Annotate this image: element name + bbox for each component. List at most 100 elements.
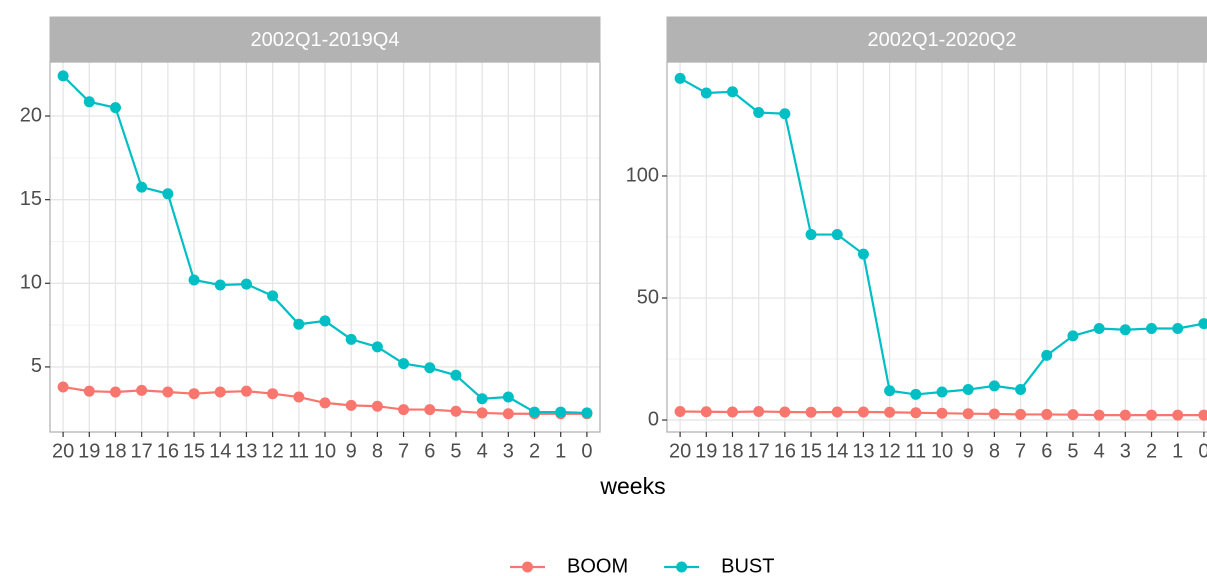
data-point bbox=[57, 381, 69, 393]
x-tick-label: 4 bbox=[1094, 440, 1105, 462]
x-tick-label: 9 bbox=[963, 440, 974, 462]
x-tick-label: 10 bbox=[931, 440, 953, 462]
data-point bbox=[529, 406, 541, 418]
data-point bbox=[884, 406, 896, 418]
data-point bbox=[1198, 318, 1207, 330]
x-axis-label: weeks bbox=[599, 473, 665, 499]
data-point bbox=[857, 248, 869, 260]
data-point bbox=[936, 407, 948, 419]
x-tick-label: 1 bbox=[555, 440, 566, 462]
y-tick-label: 100 bbox=[626, 164, 659, 186]
x-tick-label: 20 bbox=[669, 440, 691, 462]
x-tick-label: 10 bbox=[314, 440, 336, 462]
data-point bbox=[371, 341, 383, 353]
x-tick-label: 5 bbox=[450, 440, 461, 462]
data-point bbox=[188, 274, 200, 286]
x-tick-label: 16 bbox=[157, 440, 179, 462]
x-tick-label: 20 bbox=[52, 440, 74, 462]
x-tick-label: 13 bbox=[852, 440, 874, 462]
data-point bbox=[188, 388, 200, 400]
x-tick-label: 12 bbox=[261, 440, 283, 462]
data-point bbox=[857, 406, 869, 418]
x-tick-label: 5 bbox=[1067, 440, 1078, 462]
data-point bbox=[424, 404, 436, 416]
data-point bbox=[700, 406, 712, 418]
x-tick-label: 15 bbox=[183, 440, 205, 462]
data-point bbox=[1067, 330, 1079, 342]
data-point bbox=[345, 333, 357, 345]
data-point bbox=[450, 405, 462, 417]
x-tick-label: 7 bbox=[1015, 440, 1026, 462]
x-tick-label: 2 bbox=[1146, 440, 1157, 462]
y-tick-label: 15 bbox=[20, 188, 42, 210]
x-tick-label: 12 bbox=[878, 440, 900, 462]
data-point bbox=[319, 397, 331, 409]
x-tick-label: 0 bbox=[581, 440, 592, 462]
data-point bbox=[555, 406, 567, 418]
strip-title: 2002Q1-2020Q2 bbox=[867, 29, 1016, 51]
data-point bbox=[136, 384, 148, 396]
x-tick-label: 19 bbox=[78, 440, 100, 462]
data-point bbox=[319, 315, 331, 327]
data-point bbox=[162, 386, 174, 398]
x-tick-label: 3 bbox=[1120, 440, 1131, 462]
data-point bbox=[779, 108, 791, 120]
x-tick-label: 6 bbox=[424, 440, 435, 462]
x-tick-label: 14 bbox=[826, 440, 848, 462]
x-tick-label: 1 bbox=[1172, 440, 1183, 462]
data-point bbox=[398, 404, 410, 416]
x-tick-label: 17 bbox=[748, 440, 770, 462]
data-point bbox=[726, 406, 738, 418]
data-point bbox=[962, 384, 974, 396]
data-point bbox=[83, 96, 95, 108]
data-point bbox=[1015, 384, 1027, 396]
x-tick-label: 0 bbox=[1198, 440, 1207, 462]
data-point bbox=[884, 385, 896, 397]
legend-label: BOOM bbox=[567, 555, 628, 576]
strip-title: 2002Q1-2019Q4 bbox=[250, 29, 399, 51]
data-point bbox=[1041, 349, 1053, 361]
data-point bbox=[1146, 323, 1158, 335]
x-tick-label: 16 bbox=[774, 440, 796, 462]
data-point bbox=[267, 290, 279, 302]
y-tick-label: 0 bbox=[648, 408, 659, 430]
data-point bbox=[805, 229, 817, 241]
data-point bbox=[240, 278, 252, 290]
x-tick-label: 11 bbox=[905, 440, 926, 462]
data-point bbox=[136, 181, 148, 193]
data-point bbox=[581, 407, 593, 419]
y-tick-label: 50 bbox=[637, 286, 659, 308]
data-point bbox=[345, 399, 357, 411]
x-tick-label: 2 bbox=[529, 440, 540, 462]
data-point bbox=[476, 393, 488, 405]
data-point bbox=[1198, 409, 1207, 421]
data-point bbox=[674, 72, 686, 84]
data-point bbox=[57, 70, 69, 82]
x-tick-label: 9 bbox=[346, 440, 357, 462]
x-tick-label: 18 bbox=[104, 440, 126, 462]
x-tick-label: 8 bbox=[372, 440, 383, 462]
data-point bbox=[450, 369, 462, 381]
data-point bbox=[109, 102, 121, 114]
legend-label: BUST bbox=[721, 555, 774, 576]
data-point bbox=[779, 406, 791, 418]
x-tick-label: 17 bbox=[131, 440, 153, 462]
data-point bbox=[988, 408, 1000, 420]
data-point bbox=[1093, 323, 1105, 335]
data-point bbox=[753, 405, 765, 417]
x-tick-label: 11 bbox=[288, 440, 309, 462]
x-tick-label: 18 bbox=[721, 440, 743, 462]
y-tick-label: 20 bbox=[20, 104, 42, 126]
panel-background bbox=[667, 62, 1207, 432]
data-point bbox=[1093, 409, 1105, 421]
data-point bbox=[700, 87, 712, 99]
data-point bbox=[240, 385, 252, 397]
legend-key-point bbox=[522, 561, 533, 573]
x-tick-label: 6 bbox=[1041, 440, 1052, 462]
data-point bbox=[1172, 409, 1184, 421]
data-point bbox=[1041, 408, 1053, 420]
x-tick-label: 3 bbox=[503, 440, 514, 462]
data-point bbox=[831, 406, 843, 418]
data-point bbox=[674, 405, 686, 417]
